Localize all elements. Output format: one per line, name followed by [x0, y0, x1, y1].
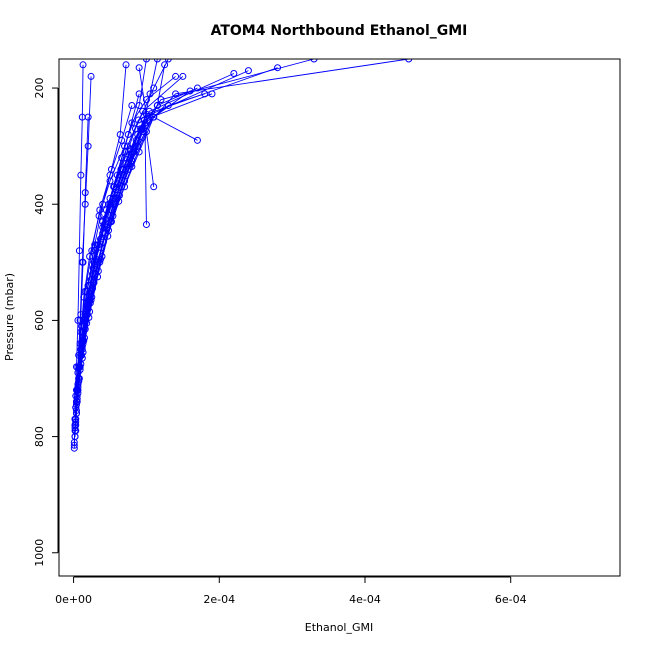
data-point [116, 131, 124, 139]
series-25 [72, 67, 252, 429]
data-point [244, 67, 252, 75]
data-point [86, 308, 94, 316]
data-point [274, 64, 282, 72]
data-point [81, 189, 89, 197]
data-point [142, 96, 150, 104]
y-tick-label: 800 [33, 426, 46, 447]
series-9 [71, 59, 318, 429]
y-tick-label: 200 [33, 78, 46, 99]
data-point [107, 165, 115, 173]
data-point [132, 125, 139, 133]
data-point [128, 119, 136, 127]
data-point [75, 247, 83, 255]
x-tick-label: 0e+00 [55, 593, 92, 606]
data-point [99, 200, 107, 208]
data-point [208, 90, 216, 98]
data-point [96, 206, 104, 214]
data-point [72, 421, 80, 429]
data-point [79, 258, 87, 266]
data-point [164, 59, 172, 63]
data-point [94, 267, 102, 275]
data-point [150, 84, 158, 92]
plot-frame [58, 58, 621, 577]
data-point [150, 183, 158, 191]
data-point [128, 101, 136, 109]
data-point [145, 107, 153, 115]
data-point [135, 90, 143, 98]
data-point [77, 171, 85, 179]
series-line [75, 70, 249, 425]
series-17 [70, 113, 92, 449]
data-layer [70, 59, 413, 452]
data-point [79, 348, 87, 356]
data-point [134, 116, 142, 124]
data-point [146, 90, 154, 98]
data-point [87, 72, 95, 80]
data-point [128, 157, 136, 165]
x-axis-label: Ethanol_GMI [305, 621, 374, 634]
data-point [78, 340, 86, 348]
y-tick-label: 400 [33, 194, 46, 215]
data-point [79, 61, 87, 69]
x-tick-label: 2e-04 [203, 593, 235, 606]
data-point [119, 171, 127, 179]
series-line [77, 125, 147, 394]
data-point [135, 64, 143, 72]
data-point [172, 72, 180, 80]
data-point [142, 221, 150, 229]
data-point [153, 59, 161, 63]
series-line [73, 117, 89, 446]
series-line [74, 93, 213, 428]
data-point [405, 59, 413, 63]
data-point [310, 59, 318, 63]
data-point [84, 282, 92, 290]
series-24 [74, 122, 150, 397]
data-point [115, 192, 123, 200]
data-point [83, 299, 91, 307]
data-point [142, 59, 150, 63]
series-10 [72, 59, 413, 417]
data-point [193, 136, 201, 144]
data-point [179, 72, 187, 80]
data-point [141, 122, 149, 130]
data-point [124, 131, 132, 139]
series-line [76, 59, 409, 414]
chart-title: ATOM4 Northbound Ethanol_GMI [211, 23, 468, 39]
data-point [84, 142, 92, 150]
data-point [153, 101, 161, 109]
data-point [122, 61, 130, 69]
data-point [230, 70, 238, 78]
data-point [70, 441, 78, 449]
data-point [90, 258, 98, 266]
data-point [105, 226, 113, 234]
data-point [84, 113, 92, 121]
data-point [118, 154, 126, 162]
y-tick-label: 600 [33, 310, 46, 331]
x-tick-label: 4e-04 [349, 593, 381, 606]
series-line [74, 59, 315, 426]
data-point [121, 148, 129, 156]
data-point [161, 61, 169, 69]
data-point [186, 87, 194, 95]
x-axis: 0e+00 2e-04 4e-04 6e-04 [55, 576, 527, 606]
data-point [77, 311, 85, 319]
y-axis-label: Pressure (mbar) [3, 273, 16, 361]
x-tick-label: 6e-04 [495, 593, 527, 606]
y-axis: 200 400 600 800 1000 [33, 78, 59, 567]
data-point [110, 183, 118, 191]
data-point [74, 380, 82, 388]
data-point [99, 218, 107, 226]
data-point [172, 90, 180, 98]
data-point [88, 247, 96, 255]
y-tick-label: 1000 [33, 539, 46, 567]
data-point [71, 433, 79, 441]
